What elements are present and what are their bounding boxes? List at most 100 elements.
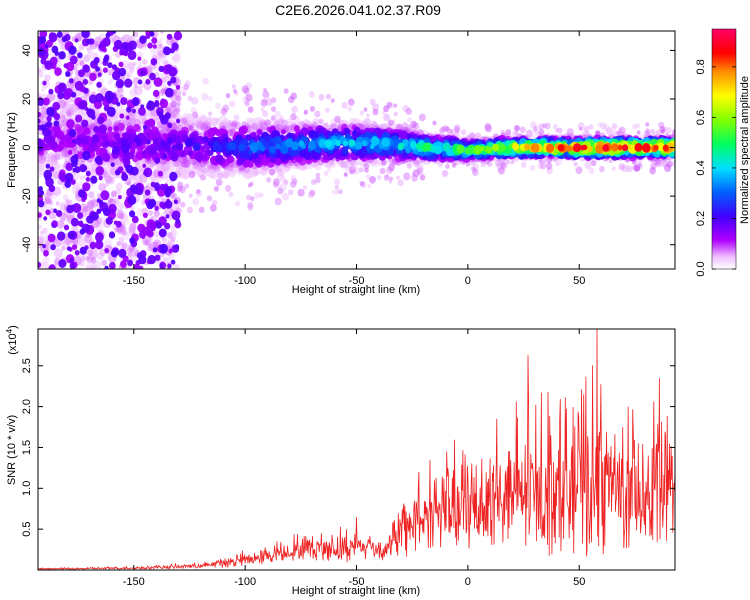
heatmap-cell [209,204,217,212]
heatmap-cell [182,91,187,97]
heatmap-cell [66,204,74,214]
heatmap-cell [125,164,134,174]
heatmap-cell [370,136,380,146]
heatmap-cell [39,31,48,39]
heatmap-cell [38,147,43,152]
heatmap-cell [632,123,638,130]
heatmap-cell [56,31,63,38]
heatmap-cell [275,143,281,150]
heatmap-cell [63,224,70,231]
heatmap-cell [342,140,349,147]
spectrogram-x-ticks: -150 -100 -50 0 50 [123,31,585,287]
heatmap-cell [271,97,277,104]
heatmap-cell [399,130,408,140]
heatmap-cell [83,87,89,94]
heatmap-cell [175,95,181,102]
heatmap-cell [120,97,128,106]
heatmap-cell [160,98,166,104]
heatmap-cell [519,143,526,151]
heatmap-cell [133,84,138,89]
heatmap-cell [256,129,263,136]
heatmap-cell [124,72,131,80]
heatmap-cell [583,126,590,133]
heatmap-cell [381,159,387,166]
snr-y-axis-title: SNR (10 * v/v) [6,415,18,485]
heatmap-cell [215,117,221,124]
heatmap-cell [57,91,65,100]
heatmap-cell [74,250,80,256]
heatmap-cell [139,230,146,239]
heatmap-cell [38,111,41,118]
heatmap-cell [359,110,365,116]
heatmap-cell [311,179,317,186]
spectrogram-x-axis-title: Height of straight line (km) [292,284,420,296]
heatmap-cell [68,45,77,55]
heatmap-cell [348,139,356,147]
heatmap-cell [410,141,417,149]
heatmap-cell [125,115,130,120]
heatmap-cell [62,194,69,201]
y-tick-label: 2.0 [21,399,33,414]
heatmap-cell [187,125,194,131]
heatmap-cell [38,106,41,112]
heatmap-cell [283,179,289,185]
heatmap-cell [383,113,390,122]
heatmap-cell [283,88,289,94]
heatmap-cell [274,110,281,118]
heatmap-cell [38,97,45,106]
heatmap-cell [93,57,100,64]
heatmap-cell [82,150,91,161]
heatmap-cell [505,129,512,136]
heatmap-cell [318,94,325,101]
heatmap-cell [231,84,236,89]
heatmap-cell [39,36,47,44]
heatmap-cell [556,127,563,134]
heatmap-cell [113,125,119,132]
heatmap-cell [127,62,135,70]
heatmap-cell [250,196,255,201]
heatmap-cell [94,155,103,165]
heatmap-cell [325,93,331,100]
heatmap-cell [133,61,137,66]
heatmap-cell [505,160,510,165]
heatmap-cell [77,52,83,59]
heatmap-cell [611,123,618,130]
heatmap-cell [397,179,404,187]
heatmap-cell [181,117,188,124]
heatmap-cell [309,106,315,112]
heatmap-cell [95,166,104,176]
heatmap-cell [233,148,240,155]
heatmap-cell [359,167,364,173]
heatmap-cell [363,107,368,112]
heatmap-cell [42,244,46,249]
heatmap-cell [501,144,507,151]
heatmap-cell [164,87,174,98]
heatmap-cell [538,128,545,136]
spectrogram-y-axis-title: Frequency (Hz) [6,112,18,188]
heatmap-cell [44,197,51,205]
heatmap-cell [413,159,420,167]
heatmap-cell [118,61,124,68]
heatmap-cell [155,186,160,192]
heatmap-cell [244,100,250,107]
heatmap-cell [103,208,111,216]
heatmap-cell [260,107,265,112]
heatmap-cell [142,150,146,155]
heatmap-cell [466,134,470,139]
heatmap-cell [50,244,56,251]
heatmap-cell [271,106,277,112]
heatmap-cell [666,160,673,168]
heatmap-cell [545,162,553,170]
figure-title: C2E6.2026.041.02.37.R09 [275,2,441,18]
heatmap-cell [175,218,181,225]
heatmap-cell [124,78,133,88]
heatmap-cell [74,38,79,43]
heatmap-cell [330,123,337,130]
heatmap-cell [242,159,250,168]
heatmap-cell [672,128,675,134]
heatmap-cell [215,178,223,187]
heatmap-cell [38,224,43,230]
heatmap-cell [79,246,87,255]
heatmap-cell [57,231,66,241]
